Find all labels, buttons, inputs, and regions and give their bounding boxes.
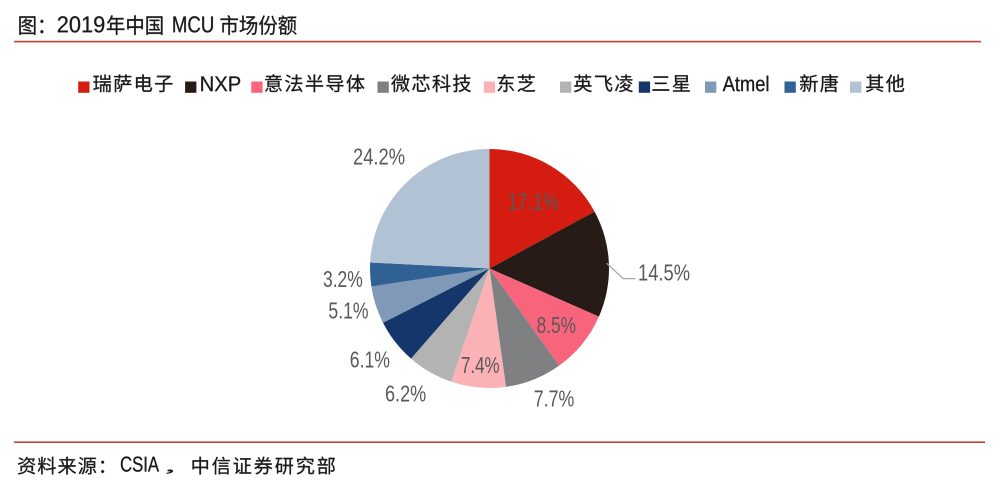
svg-text:14.5%: 14.5%	[638, 259, 690, 285]
svg-text:17.1%: 17.1%	[508, 188, 559, 214]
svg-text:7.7%: 7.7%	[534, 386, 575, 412]
svg-text:24.2%: 24.2%	[353, 144, 405, 170]
svg-text:8.5%: 8.5%	[537, 312, 576, 338]
svg-text:3.2%: 3.2%	[323, 266, 363, 292]
svg-text:5.1%: 5.1%	[328, 297, 368, 323]
svg-text:6.2%: 6.2%	[385, 380, 426, 406]
svg-text:7.4%: 7.4%	[461, 352, 500, 378]
svg-text:6.1%: 6.1%	[350, 346, 390, 372]
